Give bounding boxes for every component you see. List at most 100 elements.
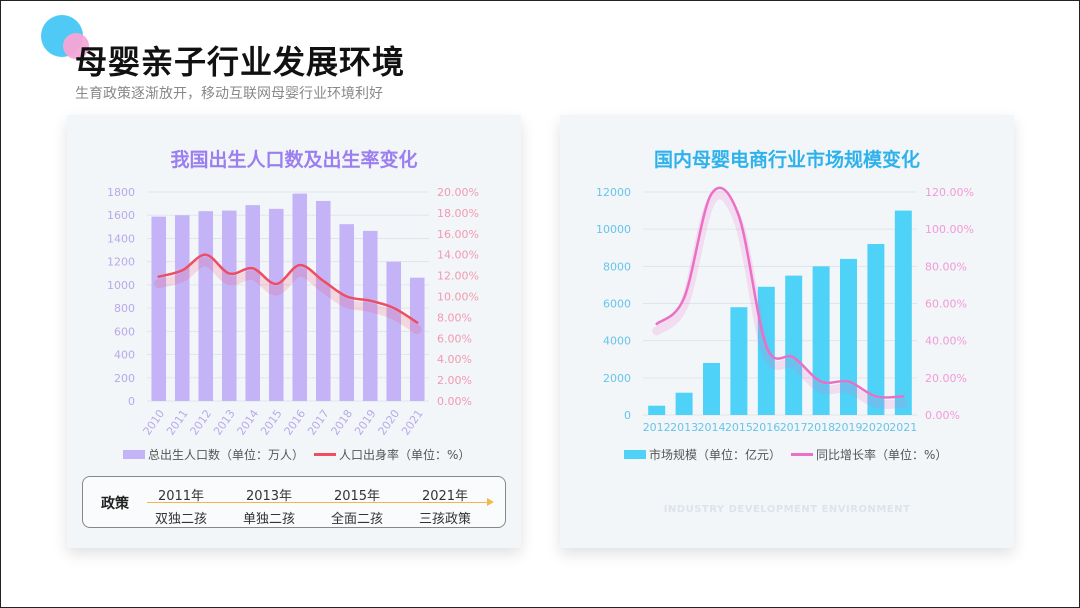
y-tick-label: 4000 — [603, 335, 631, 348]
decor-pink-circle — [63, 33, 89, 59]
legend-swatch-bar — [123, 450, 145, 459]
x-tick-label: 2012 — [643, 421, 671, 434]
market-chart-card: 国内母婴电商行业市场规模变化 0 2000 4000 6000 8000 10000 120… — [560, 115, 1014, 548]
bar — [339, 224, 355, 401]
bar — [386, 261, 402, 401]
y-tick-label: 1000 — [107, 279, 135, 292]
bar — [174, 215, 190, 401]
birth-chart-svg: 0 200 400 600 800 1000 1200 1400 1600 1800 0.00% 2.… — [107, 186, 479, 438]
bar — [268, 208, 284, 401]
x-tick-label: 2013 — [211, 407, 238, 437]
policy-year: 2011年 — [157, 489, 205, 504]
legend-item-bar: 总出生人口数（单位：万人） — [123, 446, 304, 463]
x-tick-label: 2020 — [862, 421, 890, 434]
chart-title: 我国出生人口数及出生率变化 — [170, 149, 418, 171]
birth-chart-card: 我国出生人口数及出生率变化 0 200 400 600 800 1000 1200 1400 1… — [67, 115, 521, 548]
x-tick-label: 2017 — [780, 421, 808, 434]
market-chart-svg: 0 2000 4000 6000 8000 10000 12000 0.00% 20.00% 40… — [596, 186, 974, 434]
legend-item-bar: 市场规模（单位：亿元） — [624, 446, 781, 463]
bar — [315, 200, 331, 401]
y2-tick-label: 20.00% — [925, 372, 967, 385]
legend-swatch-line — [791, 453, 814, 456]
x-tick-label: 2014 — [698, 421, 726, 434]
arrow-right-icon — [487, 498, 494, 506]
y2-tick-label: 40.00% — [925, 335, 967, 348]
bar — [840, 258, 857, 415]
x-tick-label: 2021 — [399, 407, 426, 437]
y2-tick-label: 4.00% — [437, 353, 472, 366]
y-tick-label: 400 — [114, 349, 135, 362]
y2-tick-label: 80.00% — [925, 260, 967, 273]
legend-label: 总出生人口数（单位：万人） — [148, 448, 305, 462]
bar — [409, 277, 425, 401]
policy-year: 2021年 — [421, 489, 469, 504]
legend-item-line: 人口出身率（单位：%） — [314, 446, 470, 463]
x-tick-label: 2016 — [281, 407, 308, 437]
bar — [362, 230, 378, 401]
y-tick-label: 0 — [624, 409, 631, 422]
page-title: 母婴亲子行业发展环境 — [75, 43, 406, 81]
y-tick-label: 0 — [128, 395, 135, 408]
legend-item-line: 同比增长率（单位：%） — [791, 446, 947, 463]
bar — [221, 210, 237, 401]
policy-year: 2013年 — [245, 489, 293, 504]
y2-tick-label: 8.00% — [437, 311, 472, 324]
y2-tick-label: 60.00% — [925, 298, 967, 311]
x-tick-label: 2018 — [807, 421, 835, 434]
y-tick-label: 10000 — [596, 223, 631, 236]
y2-tick-label: 10.00% — [437, 291, 479, 304]
policy-name: 单独二孩 — [242, 512, 295, 527]
bar — [292, 193, 308, 401]
x-tick-label: 2018 — [328, 407, 355, 437]
x-tick-label: 2020 — [375, 407, 402, 437]
y-tick-label: 8000 — [603, 260, 631, 273]
y2-tick-label: 12.00% — [437, 270, 479, 283]
policy-year: 2015年 — [333, 489, 381, 504]
y2-tick-label: 120.00% — [925, 186, 974, 199]
x-tick-label: 2010 — [140, 407, 167, 437]
y-tick-label: 1800 — [107, 186, 135, 199]
watermark-text: INDUSTRY DEVELOPMENT ENVIRONMENT — [663, 504, 911, 515]
bar — [894, 210, 912, 415]
series-line-glow — [154, 257, 422, 335]
y2-tick-label: 0.00% — [925, 409, 960, 422]
y2-tick-label: 20.00% — [437, 186, 479, 199]
x-tick-label: 2013 — [670, 421, 698, 434]
series-line — [655, 186, 905, 399]
bar — [245, 205, 261, 401]
y-tick-label: 1600 — [107, 209, 135, 222]
bar — [648, 405, 666, 415]
x-tick-label: 2017 — [305, 407, 332, 437]
legend-swatch-line — [314, 453, 337, 456]
x-tick-label: 2015 — [258, 407, 285, 437]
x-tick-label: 2011 — [164, 407, 191, 437]
y2-tick-label: 100.00% — [925, 223, 974, 236]
y2-tick-label: 6.00% — [437, 332, 472, 345]
y2-tick-label: 2.00% — [437, 374, 472, 387]
x-tick-label: 2021 — [889, 421, 917, 434]
bar — [867, 244, 885, 415]
y2-tick-label: 18.00% — [437, 207, 479, 220]
x-tick-label: 2019 — [352, 407, 379, 437]
series-line-glow — [652, 190, 908, 410]
bar — [675, 392, 693, 415]
x-tick-label: 2019 — [835, 421, 863, 434]
policy-name: 三孩政策 — [418, 512, 471, 527]
series-line — [157, 253, 419, 324]
timeline-arrow-line — [147, 502, 491, 503]
y2-tick-label: 16.00% — [437, 228, 479, 241]
y-tick-label: 1200 — [107, 256, 135, 269]
policy-name: 双独二孩 — [154, 512, 207, 527]
y-tick-label: 800 — [114, 302, 135, 315]
x-tick-label: 2015 — [725, 421, 753, 434]
x-tick-label: 2014 — [234, 407, 261, 437]
bar — [703, 362, 720, 415]
y-tick-label: 2000 — [603, 372, 631, 385]
y-tick-label: 1400 — [107, 232, 135, 245]
y2-tick-label: 0.00% — [437, 395, 472, 408]
bar — [730, 307, 748, 415]
bar — [785, 275, 803, 415]
policy-label: 政策 — [101, 496, 129, 512]
legend-label: 市场规模（单位：亿元） — [649, 448, 782, 462]
